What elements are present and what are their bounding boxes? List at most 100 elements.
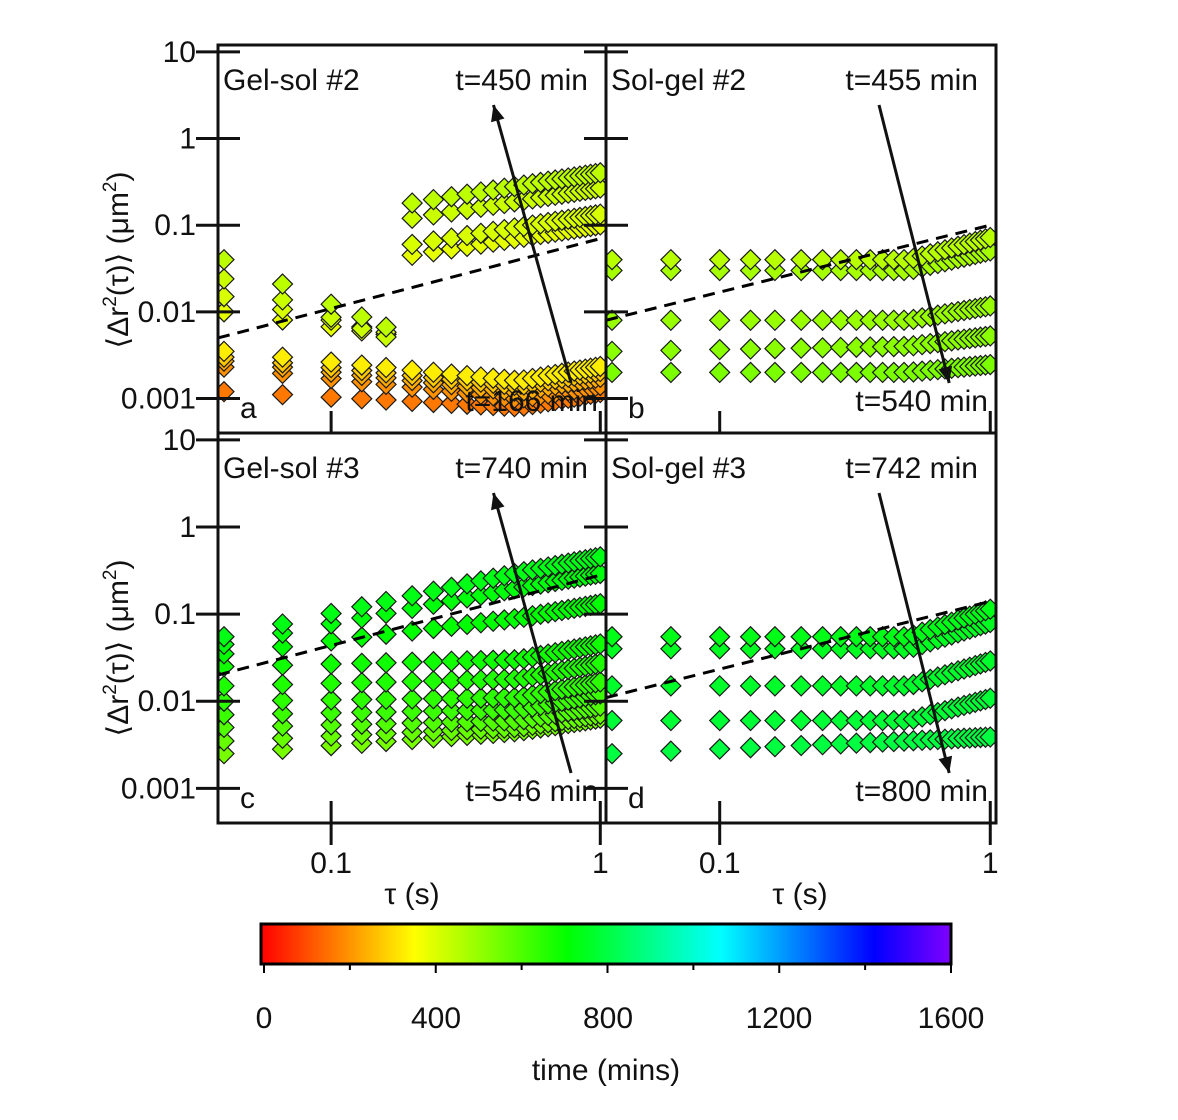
arrow-head (938, 365, 953, 383)
data-point (660, 248, 682, 271)
series-t540 (606, 353, 996, 384)
arrow-head (491, 493, 505, 511)
data-point (401, 192, 423, 214)
data-point (589, 177, 606, 199)
data-point (350, 354, 373, 376)
data-point (606, 361, 623, 384)
data-point (739, 637, 762, 660)
data-point (271, 654, 294, 677)
data-point (271, 383, 294, 406)
x-axis-title-left: τ (s) (384, 878, 439, 911)
data-point (660, 361, 682, 384)
y-tick-label: 0.01 (138, 685, 196, 718)
data-point (829, 637, 852, 660)
data-point (320, 725, 342, 747)
data-point (708, 361, 731, 384)
data-point (764, 625, 786, 648)
data-point (350, 387, 373, 410)
data-point (422, 593, 445, 616)
data-point (422, 670, 445, 692)
data-point (979, 650, 996, 672)
y-tick-label: 0.001 (121, 383, 196, 416)
data-point (708, 709, 731, 732)
data-point (764, 248, 786, 271)
panel-time-bottom: t=540 min (855, 385, 988, 418)
data-point (440, 650, 463, 673)
data-point (350, 317, 373, 340)
data-point (589, 355, 606, 378)
panel-time-bottom: t=166 min (465, 385, 598, 418)
data-point (350, 652, 373, 675)
arrow-head (491, 105, 505, 123)
y-tick-label: 0.1 (154, 209, 196, 242)
data-point (320, 351, 342, 373)
data-point (829, 361, 852, 384)
data-point (764, 735, 786, 758)
data-point (764, 637, 786, 660)
data-point (790, 309, 812, 332)
data-point (979, 726, 996, 748)
data-point (422, 230, 445, 252)
series-t800 (606, 726, 996, 765)
data-point (660, 709, 682, 732)
data-point (320, 386, 342, 409)
data-point (660, 339, 682, 362)
data-point (979, 598, 996, 621)
colorbar-tick-label: 0 (256, 1002, 273, 1035)
data-point (829, 709, 852, 732)
data-series-group (606, 598, 996, 765)
data-point (589, 671, 606, 693)
data-point (979, 325, 996, 347)
data-point (320, 689, 342, 711)
data-point (440, 185, 463, 208)
data-point (660, 637, 682, 660)
data-point (811, 637, 834, 660)
panel-b: Sol-gel #2 t=455 min t=540 min b (584, 43, 998, 435)
series-t670 (218, 652, 606, 697)
power-law-fit-line (606, 599, 991, 700)
series-t410 (218, 203, 606, 344)
data-point (790, 734, 812, 757)
data-point (589, 562, 606, 585)
data-point (739, 625, 762, 648)
data-point (401, 584, 423, 607)
data-point (375, 316, 397, 338)
data-point (979, 687, 996, 710)
data-point (811, 309, 834, 332)
data-point (440, 699, 463, 722)
data-point (271, 346, 294, 369)
data-point (422, 711, 445, 734)
series-t740 (218, 545, 606, 648)
data-point (764, 337, 786, 360)
data-point (811, 336, 834, 359)
data-point (320, 306, 342, 329)
data-point (401, 620, 423, 642)
panel-time-top: t=740 min (455, 452, 588, 485)
colorbar-tick-label: 800 (583, 1002, 633, 1035)
panel-time-bottom: t=546 min (465, 775, 598, 808)
series-t500 (606, 295, 996, 332)
panel-frame (604, 431, 998, 825)
data-point (708, 675, 731, 697)
x-axis-title-right: τ (s) (772, 878, 827, 911)
data-point (375, 602, 397, 625)
y-tick-label: 1 (179, 123, 196, 156)
data-point (829, 336, 852, 359)
series-t770 (606, 650, 996, 697)
data-point (271, 702, 294, 725)
x-tick-label: 1 (982, 847, 999, 880)
data-point (660, 309, 682, 332)
data-point (790, 625, 812, 648)
data-point (218, 285, 235, 308)
data-point (422, 204, 445, 226)
data-point (320, 672, 342, 695)
data-point (375, 651, 397, 674)
data-point (589, 545, 606, 568)
data-point (739, 338, 762, 360)
data-point (218, 268, 235, 290)
data-point (829, 733, 852, 755)
arrow-head (938, 755, 953, 773)
series-t725 (218, 562, 606, 656)
data-point (790, 361, 812, 384)
data-point (440, 669, 463, 692)
